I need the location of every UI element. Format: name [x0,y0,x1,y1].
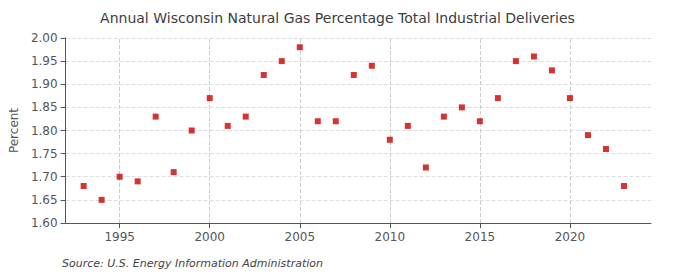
svg-text:1.95: 1.95 [31,54,58,68]
svg-text:Percent: Percent [7,108,21,153]
svg-text:2015: 2015 [465,230,496,244]
svg-text:1.90: 1.90 [31,77,58,91]
svg-text:2000: 2000 [194,230,225,244]
svg-text:2005: 2005 [284,230,315,244]
svg-text:2.00: 2.00 [31,31,58,45]
svg-text:1.75: 1.75 [31,147,58,161]
svg-text:1.85: 1.85 [31,100,58,114]
svg-text:2020: 2020 [555,230,586,244]
svg-text:1.60: 1.60 [31,216,58,230]
svg-text:Source: U.S. Energy Informatio: Source: U.S. Energy Information Administ… [62,257,323,270]
svg-text:2010: 2010 [375,230,406,244]
svg-text:1.65: 1.65 [31,193,58,207]
svg-text:1995: 1995 [104,230,135,244]
svg-text:Annual Wisconsin Natural Gas P: Annual Wisconsin Natural Gas Percentage … [100,10,575,26]
svg-text:1.70: 1.70 [31,170,58,184]
svg-text:1.80: 1.80 [31,124,58,138]
